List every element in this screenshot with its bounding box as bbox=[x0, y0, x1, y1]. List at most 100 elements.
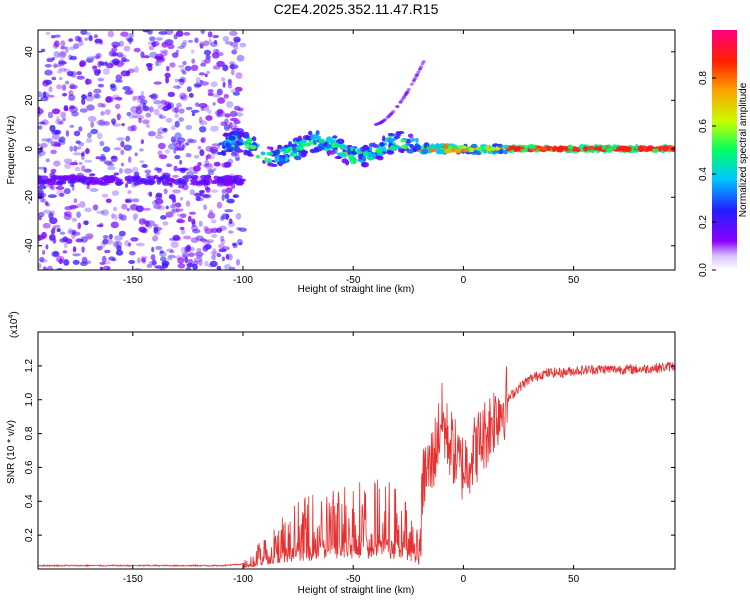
spectral-cell bbox=[213, 48, 220, 54]
spectral-cell bbox=[46, 137, 53, 144]
spectral-cell bbox=[310, 135, 317, 140]
spectral-cell bbox=[126, 208, 130, 212]
spectral-cell bbox=[63, 259, 70, 266]
spectral-cell bbox=[79, 108, 88, 113]
colorbar-tick-label: 0.0 bbox=[698, 263, 709, 277]
spectral-cell bbox=[128, 115, 137, 119]
spectral-cell bbox=[150, 254, 156, 261]
spectral-cell bbox=[45, 31, 51, 35]
spectral-cell bbox=[178, 78, 185, 86]
spectral-cell bbox=[38, 262, 42, 269]
spectral-cell bbox=[391, 110, 396, 113]
spectral-cell bbox=[409, 82, 414, 86]
spectral-cell bbox=[139, 160, 145, 164]
spectral-cell bbox=[301, 150, 308, 157]
spectral-cell bbox=[202, 193, 212, 199]
spectral-cell bbox=[225, 253, 230, 260]
snr-plot-area bbox=[38, 332, 675, 569]
spectral-cell bbox=[44, 69, 53, 76]
spectral-cell bbox=[160, 51, 167, 57]
snr-y-multiplier: (x104) bbox=[8, 311, 20, 338]
spectral-cell bbox=[116, 245, 122, 252]
spectral-cell bbox=[110, 221, 119, 229]
spectral-cell bbox=[212, 102, 216, 106]
spectral-cell bbox=[46, 58, 54, 63]
spectral-cell bbox=[178, 117, 184, 122]
spectral-cell bbox=[142, 207, 152, 211]
spectral-cell bbox=[104, 61, 109, 65]
spectral-cell bbox=[78, 142, 84, 147]
spectral-cell bbox=[86, 104, 95, 111]
spectral-cell bbox=[72, 229, 76, 234]
colorbar: 0.0 0.2 0.4 0.6 0.8 Normalized spectral ampl… bbox=[698, 30, 749, 277]
feature-chirp-arc bbox=[374, 60, 426, 126]
spectral-cell bbox=[38, 91, 42, 98]
spectral-cell bbox=[178, 184, 185, 189]
spectral-cell bbox=[394, 135, 401, 139]
spectral-cell bbox=[172, 207, 178, 214]
spectral-cell bbox=[38, 234, 42, 242]
x-tick-label: -100 bbox=[233, 574, 253, 585]
spectral-cell bbox=[187, 215, 192, 222]
spectrogram-y-ticks: -40 -20 0 20 40 bbox=[24, 46, 675, 253]
spectral-cell bbox=[97, 69, 102, 74]
spectral-cell bbox=[368, 142, 374, 148]
spectral-cell bbox=[134, 175, 141, 180]
spectral-cell bbox=[69, 145, 74, 152]
spectral-cell bbox=[195, 77, 201, 84]
spectral-cell bbox=[115, 74, 123, 81]
spectral-cell bbox=[181, 94, 188, 102]
spectral-cell bbox=[169, 237, 178, 241]
spectral-cell bbox=[468, 147, 475, 153]
spectral-cell bbox=[188, 252, 195, 257]
spectral-cell bbox=[160, 267, 165, 270]
spectral-cell bbox=[356, 150, 363, 155]
spectral-cell bbox=[661, 145, 670, 152]
spectral-cell bbox=[161, 260, 170, 267]
spectral-cell bbox=[54, 40, 60, 48]
spectral-cell bbox=[224, 133, 231, 137]
spectral-cell bbox=[231, 68, 235, 76]
spectral-cell bbox=[236, 238, 243, 246]
spectral-cell bbox=[237, 134, 242, 140]
spectral-cell bbox=[174, 78, 179, 83]
spectral-cell bbox=[148, 181, 154, 186]
spectral-cell bbox=[168, 143, 176, 150]
spectral-cell bbox=[129, 251, 136, 256]
spectral-cell bbox=[160, 256, 167, 262]
spectral-cell bbox=[233, 119, 241, 125]
spectral-cell bbox=[134, 152, 138, 157]
spectral-cell bbox=[207, 109, 212, 115]
spectral-cell bbox=[153, 108, 160, 116]
spectral-cell bbox=[162, 180, 167, 185]
spectral-cell bbox=[101, 255, 107, 263]
spectral-cell bbox=[56, 180, 65, 185]
spectral-cell bbox=[530, 145, 536, 149]
spectral-cell bbox=[85, 138, 93, 143]
spectral-cell bbox=[50, 143, 59, 148]
spectral-cell bbox=[190, 237, 199, 244]
spectral-cell bbox=[266, 146, 271, 150]
spectral-cell bbox=[100, 241, 106, 248]
colorbar-tick-label: 0.4 bbox=[698, 167, 709, 181]
spectral-cell bbox=[54, 34, 61, 38]
spectral-cell bbox=[191, 112, 195, 117]
spectral-cell bbox=[389, 146, 397, 151]
spectral-cell bbox=[423, 142, 428, 149]
spectral-cell bbox=[167, 91, 175, 97]
spectral-cell bbox=[113, 206, 117, 212]
spectral-cell bbox=[159, 250, 164, 254]
spectral-cell bbox=[82, 220, 89, 225]
spectral-cell bbox=[191, 218, 196, 225]
spectral-cell bbox=[281, 146, 286, 152]
spectral-cell bbox=[162, 127, 168, 132]
spectral-cell bbox=[136, 114, 145, 120]
spectral-cell bbox=[267, 162, 274, 167]
spectral-cell bbox=[40, 192, 47, 198]
spectral-cell bbox=[361, 156, 366, 161]
spectral-cell bbox=[403, 92, 408, 96]
spectral-cell bbox=[379, 142, 385, 147]
spectral-cell bbox=[153, 227, 159, 234]
spectral-cell bbox=[72, 246, 76, 253]
spectral-cell bbox=[118, 213, 123, 220]
